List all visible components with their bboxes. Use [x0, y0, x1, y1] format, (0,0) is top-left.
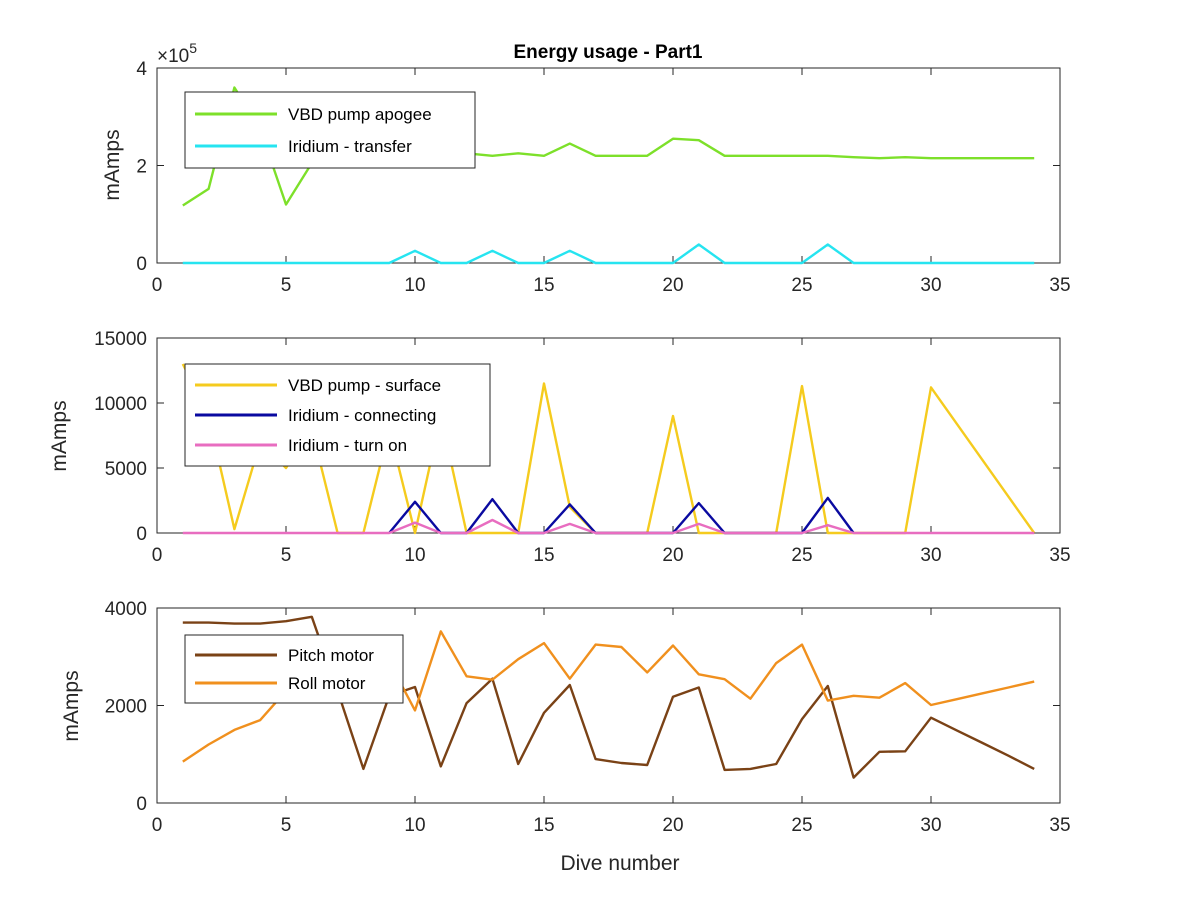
x-tick-label: 15 [533, 275, 554, 296]
legend-box [184, 634, 404, 704]
x-tick-label: 30 [920, 545, 941, 566]
energy-chart-panel-1: Energy usage - Part1 mAmps ×105 0 5 10 15 20… [101, 40, 1071, 296]
legend-entry: Iridium - turn on [288, 436, 407, 455]
x-tick-label: 20 [662, 815, 683, 836]
x-tick-label: 10 [404, 275, 425, 296]
legend-entry: Roll motor [288, 674, 366, 693]
x-tick-label: 25 [791, 545, 812, 566]
x-tick-label: 30 [920, 815, 941, 836]
legend-entry: Iridium - transfer [288, 137, 412, 156]
legend-entry: VBD pump apogee [288, 105, 432, 124]
x-tick-label: 0 [152, 275, 163, 296]
x-tick-label: 5 [281, 545, 292, 566]
x-tick-label: 35 [1049, 815, 1070, 836]
x-tick-label: 0 [152, 545, 163, 566]
legend-2: VBD pump - surface Iridium - connecting Ir… [184, 363, 491, 467]
y-tick-label: 2 [136, 157, 147, 178]
x-tick-label: 20 [662, 545, 683, 566]
y-tick-label: 0 [136, 254, 147, 275]
x-tick-label: 35 [1049, 275, 1070, 296]
x-tick-label: 25 [791, 815, 812, 836]
legend-entry: Iridium - connecting [288, 406, 436, 425]
y-tick-label: 5000 [105, 459, 147, 480]
y-axis-label-3: mAmps [60, 670, 83, 741]
x-tick-label: 25 [791, 275, 812, 296]
y-tick-label: 0 [136, 524, 147, 545]
x-tick-label: 10 [404, 815, 425, 836]
y-tick-label: 0 [136, 794, 147, 815]
x-tick-label: 5 [281, 815, 292, 836]
x-tick-label: 15 [533, 545, 554, 566]
y-tick-label: 15000 [94, 329, 147, 350]
y-tick-label: 4000 [105, 599, 147, 620]
x-tick-label: 10 [404, 545, 425, 566]
series-line-iridium-transfer [182, 243, 1035, 265]
x-tick-label: 35 [1049, 545, 1070, 566]
ticks-3: 0 5 10 15 20 25 30 35 0 2000 4000 [105, 599, 1071, 836]
y-tick-label: 2000 [105, 697, 147, 718]
energy-chart-panel-2: mAmps 0 5 10 15 20 25 30 35 0 5000 10000 15000 VBD … [48, 329, 1071, 566]
legend-entry: VBD pump - surface [288, 376, 441, 395]
series-lines-2 [181, 363, 1036, 535]
series-line-iridium-turn-on [182, 518, 1035, 535]
x-tick-label: 5 [281, 275, 292, 296]
y-tick-label: 10000 [94, 394, 147, 415]
y-exponent-base: ×10 [157, 46, 189, 67]
legend-3: Pitch motor Roll motor [184, 634, 404, 704]
energy-chart-panel-3: mAmps Dive number 0 5 10 15 20 25 30 35 0 2000 400… [60, 599, 1071, 875]
x-tick-label: 30 [920, 275, 941, 296]
chart-title: Energy usage - Part1 [513, 42, 702, 63]
x-tick-label: 15 [533, 815, 554, 836]
y-exponent-label: ×105 [157, 40, 197, 67]
x-axis-label: Dive number [560, 852, 679, 875]
y-axis-label-2: mAmps [48, 400, 71, 471]
legend-entry: Pitch motor [288, 646, 374, 665]
y-axis-label-1: mAmps [101, 129, 124, 200]
ticks-1: 0 5 10 15 20 25 30 35 0 2 4 [136, 59, 1070, 296]
y-tick-label: 4 [136, 59, 147, 80]
x-tick-label: 20 [662, 275, 683, 296]
legend-box [184, 91, 476, 169]
legend-1: VBD pump apogee Iridium - transfer [184, 91, 476, 169]
x-tick-label: 0 [152, 815, 163, 836]
ticks-2: 0 5 10 15 20 25 30 35 0 5000 10000 15000 [94, 329, 1070, 566]
y-exponent-power: 5 [189, 40, 197, 56]
